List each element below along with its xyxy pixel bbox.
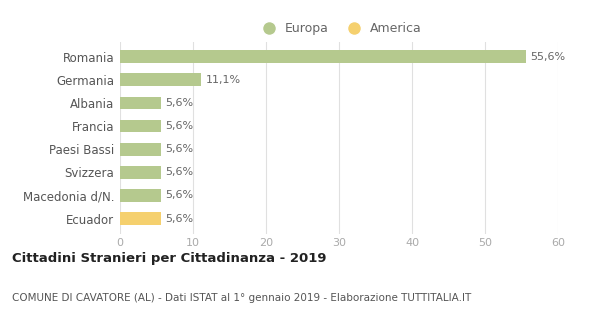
Text: 11,1%: 11,1% [205, 75, 241, 85]
Bar [120, 212, 161, 225]
Bar [120, 166, 161, 179]
Text: 5,6%: 5,6% [165, 167, 193, 177]
Text: 5,6%: 5,6% [165, 213, 193, 223]
Text: Cittadini Stranieri per Cittadinanza - 2019: Cittadini Stranieri per Cittadinanza - 2… [12, 252, 326, 265]
Legend: Europa, America: Europa, America [251, 17, 427, 40]
Bar [120, 74, 201, 86]
Text: COMUNE DI CAVATORE (AL) - Dati ISTAT al 1° gennaio 2019 - Elaborazione TUTTITALI: COMUNE DI CAVATORE (AL) - Dati ISTAT al … [12, 293, 471, 303]
Text: 5,6%: 5,6% [165, 98, 193, 108]
Text: 55,6%: 55,6% [530, 52, 565, 62]
Text: 5,6%: 5,6% [165, 190, 193, 200]
Bar [120, 143, 161, 156]
Text: 5,6%: 5,6% [165, 144, 193, 154]
Bar [120, 120, 161, 132]
Bar [120, 50, 526, 63]
Text: 5,6%: 5,6% [165, 121, 193, 131]
Bar [120, 97, 161, 109]
Bar [120, 189, 161, 202]
